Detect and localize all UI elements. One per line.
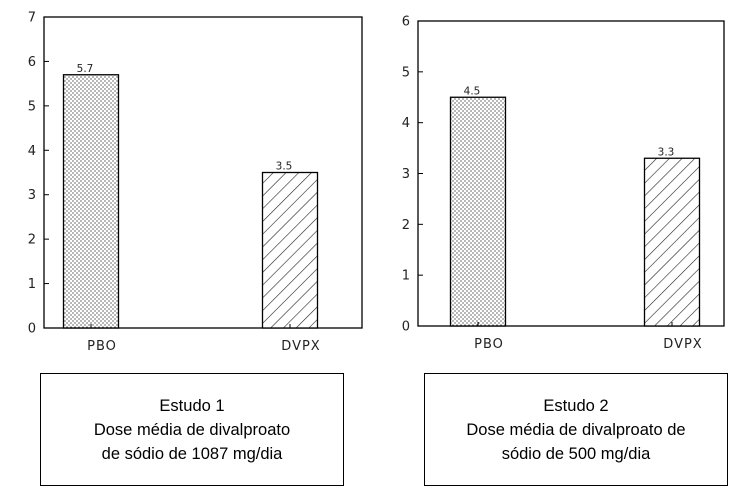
chart-1-category-label: PBO [87, 339, 117, 354]
chart-2-category-label: DVPX [663, 337, 702, 352]
chart-2: 0 1 2 3 4 5 6 4.5 PBO 3.3 DVPX [402, 15, 725, 352]
chart-1-caption-line-2: Dose média de divalproato [93, 420, 291, 439]
chart-1-data-label: 3.5 [276, 161, 293, 173]
chart-1-y-tick-label: 6 [28, 55, 36, 70]
chart-1-bar-pbo [62, 74, 120, 329]
chart-1-y-tick-label: 0 [28, 322, 36, 337]
chart-1-caption-line-1: Estudo 1 [159, 396, 225, 415]
chart-1-y-tick-label: 1 [28, 277, 36, 292]
chart-1-caption-box: Estudo 1 Dose média de divalproato de só… [40, 373, 344, 486]
chart-1-y-tick-label: 7 [28, 11, 36, 26]
chart-1-data-label: 5.7 [77, 63, 94, 75]
chart-1-y-tick-label: 4 [28, 144, 36, 159]
chart-2-caption-line-2: Dose média de divalproato de [466, 420, 686, 439]
chart-2-data-label: 4.5 [464, 85, 481, 97]
chart-2-y-tick-label: 1 [402, 269, 410, 284]
chart-1-caption-line-3: de sódio de 1087 mg/dia [101, 444, 283, 463]
chart-2-y-tick-label: 4 [402, 116, 410, 131]
chart-1-y-tick-label: 2 [28, 233, 36, 248]
chart-2-caption-line-3: sódio de 500 mg/dia [501, 444, 651, 463]
chart-2-category-label: PBO [474, 337, 504, 352]
chart-2-y-tick-label: 2 [402, 218, 410, 233]
chart-1-category-label: DVPX [281, 339, 320, 354]
chart-1-bar-dvpx [261, 171, 319, 329]
chart-1-plot-frame [43, 16, 363, 329]
chart-2-y-tick-label: 0 [402, 320, 410, 335]
chart-2-bar-dvpx [643, 157, 701, 327]
chart-2-y-tick-label: 6 [402, 15, 410, 30]
chart-2-bar-pbo [449, 96, 507, 327]
chart-1-y-tick-label: 5 [28, 99, 36, 114]
chart-2-caption-line-1: Estudo 2 [543, 396, 609, 415]
chart-2-y-tick-label: 5 [402, 65, 410, 80]
chart-1: 0 1 2 3 4 5 6 7 5.7 PBO 3.5 DVPX [28, 11, 363, 354]
chart-1-y-tick-label: 3 [28, 188, 36, 203]
chart-2-data-label: 3.3 [658, 146, 675, 158]
chart-2-caption-box: Estudo 2 Dose média de divalproato de só… [424, 373, 728, 486]
charts-canvas: 0 1 2 3 4 5 6 7 5.7 PBO 3.5 DVPX 0 1 2 3 4 5 6 4.5 PBO 3.3 DVP… [28, 11, 725, 354]
chart-2-y-tick-label: 3 [402, 167, 410, 182]
